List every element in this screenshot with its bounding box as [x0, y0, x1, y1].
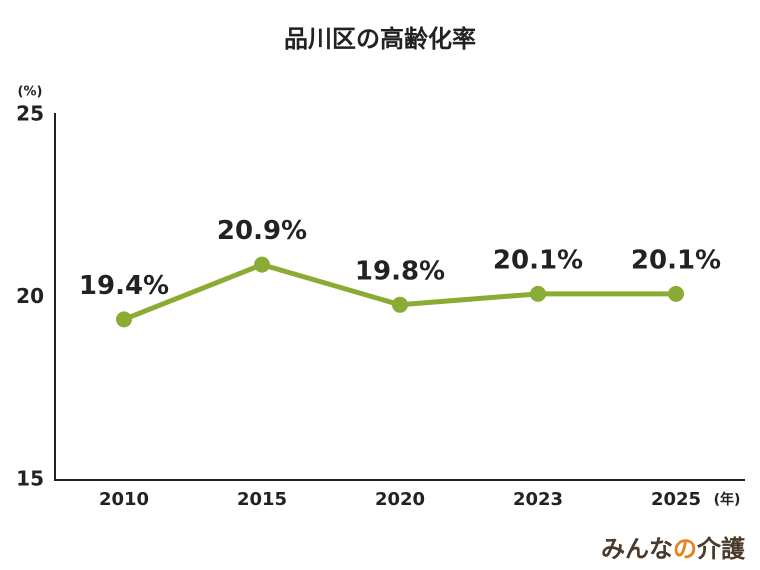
y-unit: (%) — [18, 85, 43, 100]
value-label: 19.4% — [79, 271, 169, 301]
value-label: 20.1% — [631, 245, 721, 275]
value-label: 20.1% — [493, 245, 583, 275]
x-unit: (年) — [714, 491, 741, 508]
data-point — [116, 311, 132, 328]
value-label: 20.9% — [217, 216, 307, 246]
value-label: 19.8% — [355, 256, 445, 286]
x-tick-label: 2020 — [375, 489, 425, 510]
y-tick-label: 20 — [16, 284, 44, 308]
logo-part: みんな — [601, 535, 673, 563]
data-point — [668, 285, 684, 302]
x-tick-label: 2015 — [237, 489, 287, 510]
data-point — [530, 285, 546, 302]
logo: みんなの介護 — [601, 535, 746, 563]
logo-part: の — [673, 535, 697, 563]
x-tick-label: 2023 — [513, 489, 563, 510]
x-tick-label: 2025 — [651, 489, 701, 510]
logo-part: 介護 — [696, 535, 746, 563]
chart-title: 品川区の高齢化率 — [284, 25, 476, 53]
data-point — [254, 256, 270, 273]
y-tick-label: 15 — [16, 467, 44, 491]
x-tick-label: 2010 — [99, 489, 149, 510]
y-tick-label: 25 — [16, 102, 44, 126]
data-point — [392, 296, 408, 313]
